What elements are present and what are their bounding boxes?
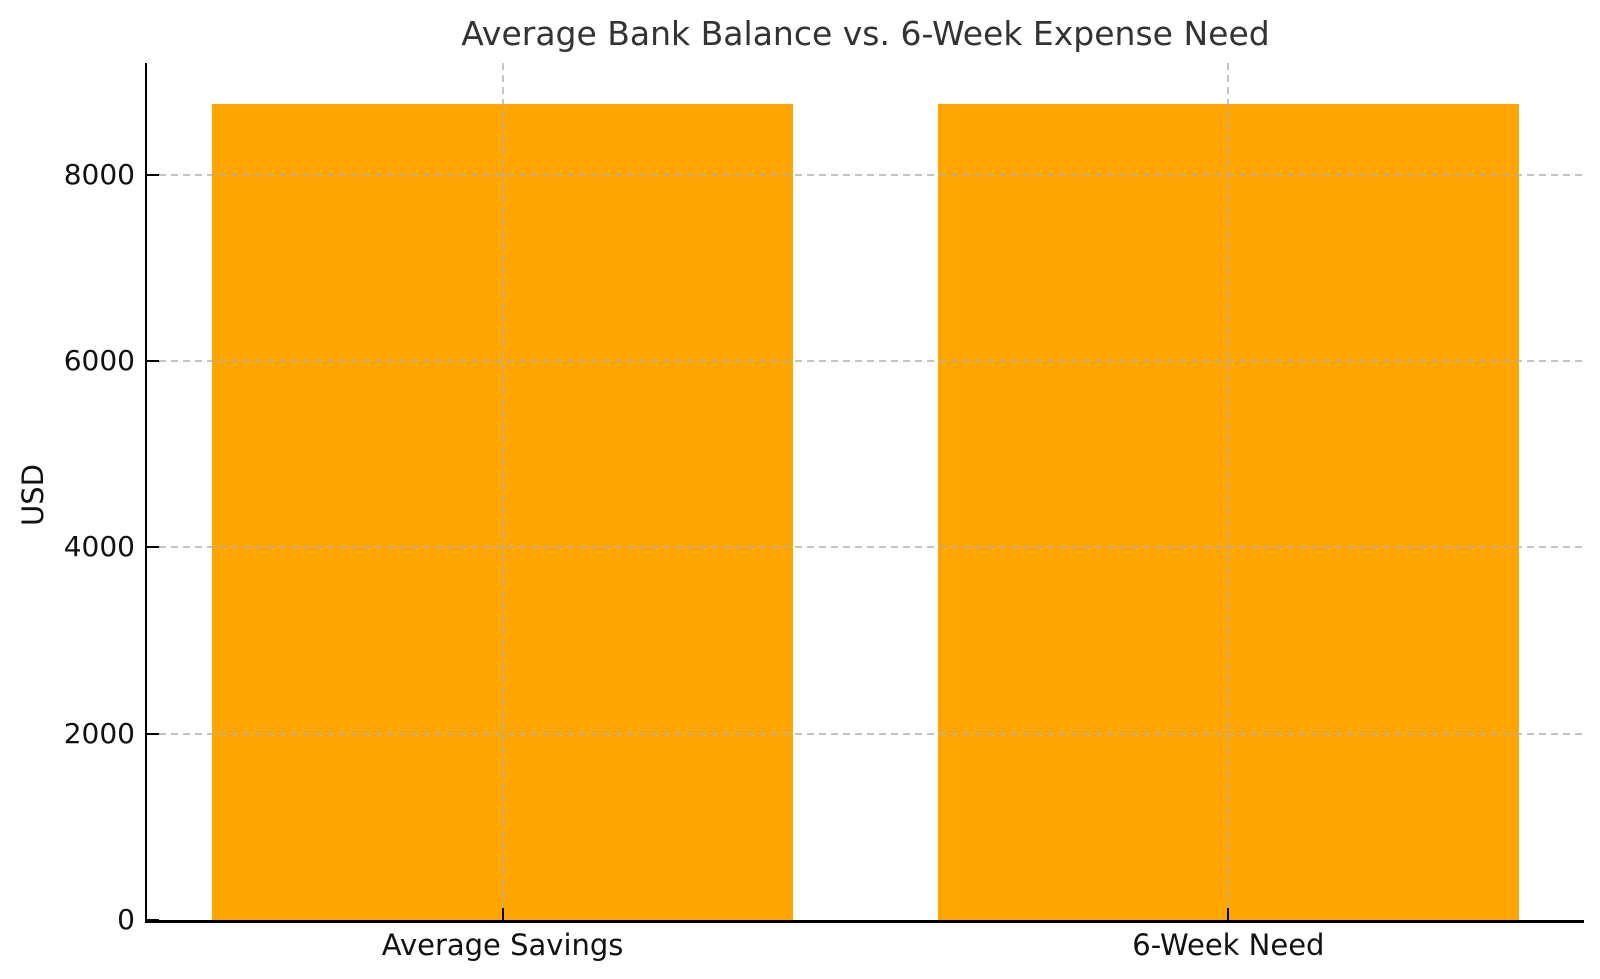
y-tick-label-2000: 2000 — [63, 716, 135, 750]
x-tick-6-week-need — [1227, 908, 1230, 920]
y-tick-label-8000: 8000 — [63, 157, 135, 191]
gridline-v-average-savings — [501, 63, 504, 920]
y-tick-label-4000: 4000 — [63, 530, 135, 564]
gridline-h-8000 — [147, 173, 1584, 176]
y-tick-2000 — [147, 732, 159, 735]
gridline-h-2000 — [147, 732, 1584, 735]
gridline-v-6-week-need — [1227, 63, 1230, 920]
x-tick-label-6-week-need: 6-Week Need — [1132, 928, 1325, 962]
y-axis-spine — [144, 63, 147, 923]
gridline-h-6000 — [147, 360, 1584, 363]
y-tick-4000 — [147, 546, 159, 549]
y-tick-8000 — [147, 173, 159, 176]
y-tick-label-6000: 6000 — [63, 344, 135, 378]
y-tick-6000 — [147, 360, 159, 363]
plot-area: Average Savings 6-Week Need 0 2000 4000 6000 8… — [64, 63, 1584, 962]
gridline-h-4000 — [147, 546, 1584, 549]
chart-title: Average Bank Balance vs. 6-Week Expense … — [461, 14, 1270, 53]
x-tick-average-savings — [501, 908, 504, 920]
y-tick-label-0: 0 — [117, 903, 135, 936]
y-axis-label: USD — [16, 464, 50, 526]
x-axis-spine — [144, 920, 1584, 923]
x-tick-label-average-savings: Average Savings — [381, 928, 624, 962]
